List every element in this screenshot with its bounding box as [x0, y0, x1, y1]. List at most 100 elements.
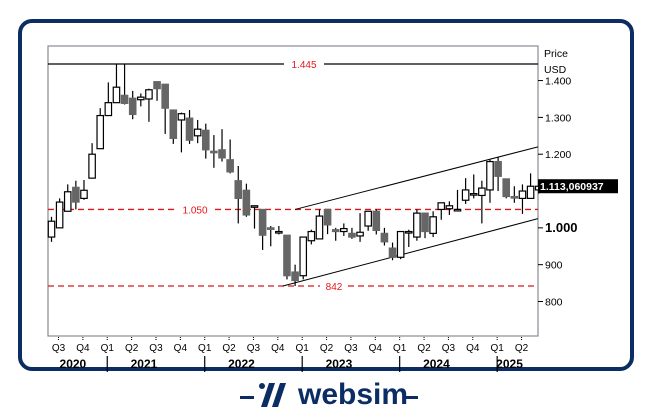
- x-quarter-label: Q2: [222, 343, 236, 354]
- level-label: 1.050: [182, 205, 207, 216]
- x-year-label: 2023: [326, 357, 353, 371]
- x-year-label: 2021: [131, 357, 158, 371]
- level-label: 1.445: [291, 60, 316, 71]
- x-quarter-label: Q2: [125, 343, 139, 354]
- level-label: 842: [326, 282, 343, 293]
- plot-area: [47, 45, 539, 337]
- candle: [437, 202, 446, 211]
- candle: [120, 94, 129, 104]
- x-quarter-label: Q4: [271, 343, 285, 354]
- candle: [340, 227, 348, 233]
- candle: [112, 86, 121, 104]
- x-quarter-label: Q3: [149, 343, 163, 354]
- candle: [161, 83, 169, 109]
- candle: [47, 220, 56, 238]
- candle: [380, 232, 389, 243]
- x-quarter-label: Q3: [442, 343, 456, 354]
- candle: [388, 247, 397, 258]
- y-axis-title: Price: [544, 48, 568, 60]
- level-line-842: 842: [48, 282, 538, 293]
- candle: [372, 210, 381, 232]
- candle: [291, 271, 299, 282]
- candle: [494, 160, 502, 177]
- x-year-label: 2020: [60, 357, 87, 371]
- x-quarter-label: Q3: [52, 343, 66, 354]
- x-quarter-label: Q1: [101, 343, 115, 354]
- x-quarter-label: Q4: [76, 343, 90, 354]
- candle: [404, 230, 413, 234]
- x-quarter-label: Q1: [393, 343, 407, 354]
- candle: [210, 150, 218, 154]
- y-tick-label: 1.300: [545, 112, 571, 124]
- current-price-label: 1.113,060937: [540, 181, 604, 193]
- candle: [486, 160, 494, 191]
- candle: [234, 180, 243, 199]
- candle: [96, 114, 105, 150]
- channel-lower-line: [282, 218, 539, 287]
- x-quarter-label: Q4: [369, 343, 383, 354]
- x-quarter-label: Q2: [515, 343, 529, 354]
- candle: [88, 153, 96, 179]
- candle: [299, 236, 308, 277]
- candle: [396, 230, 405, 258]
- y-tick-label: 1.400: [545, 76, 571, 88]
- x-quarter-label: Q2: [320, 343, 334, 354]
- candle: [275, 230, 283, 234]
- candle: [193, 128, 202, 137]
- brand-name: websim: [298, 378, 409, 411]
- x-quarter-label: Q3: [344, 343, 358, 354]
- candle: [315, 215, 324, 240]
- x-year-label: 2022: [228, 357, 255, 371]
- candle: [226, 159, 234, 173]
- y-tick-label: 800: [545, 296, 563, 308]
- current-price-tag: [538, 179, 618, 194]
- x-year-label: 2025: [496, 357, 523, 371]
- candle: [201, 129, 210, 151]
- candle: [137, 96, 145, 101]
- candle: [250, 205, 259, 208]
- candle: [429, 216, 437, 234]
- candle: [218, 149, 226, 159]
- candle: [104, 102, 113, 117]
- logo-left-rule: [240, 396, 254, 399]
- brand-footer: websim: [0, 374, 658, 416]
- x-quarter-label: Q2: [417, 343, 431, 354]
- candle: [356, 231, 364, 237]
- x-quarter-label: Q1: [490, 343, 504, 354]
- candle: [283, 234, 291, 277]
- candle: [185, 117, 194, 141]
- x-quarter-label: Q1: [296, 343, 310, 354]
- y-tick-label: 1.000: [545, 220, 578, 235]
- candle: [348, 232, 356, 238]
- candle: [72, 186, 80, 203]
- logo-right-rule: [404, 396, 418, 399]
- x-axis: Q3 Q4 Q1 Q2 Q3 Q4 Q1 Q2 Q3 Q4 Q1 Q2 Q3 Q4 Q1 Q2 Q3 Q4 Q1 Q2…: [52, 337, 529, 372]
- candle: [55, 201, 64, 229]
- candle: [307, 230, 316, 242]
- candle: [323, 208, 332, 226]
- y-tick-label: 1.200: [545, 149, 571, 161]
- candle: [510, 195, 519, 199]
- candle: [63, 191, 72, 212]
- candle: [461, 189, 470, 201]
- candle: [169, 109, 178, 139]
- candle: [80, 189, 88, 199]
- candle: [478, 187, 486, 197]
- level-line-1.445: 1.445: [48, 60, 538, 71]
- candle: [331, 229, 340, 233]
- x-quarter-label: Q3: [247, 343, 261, 354]
- candle: [518, 190, 527, 199]
- candle: [364, 210, 372, 227]
- candle: [526, 185, 535, 199]
- candle: [145, 89, 153, 100]
- candle: [128, 97, 137, 116]
- websim-logo-icon: [259, 383, 286, 407]
- x-quarter-label: Q4: [466, 343, 480, 354]
- candle: [502, 178, 511, 198]
- x-quarter-label: Q1: [198, 343, 212, 354]
- candle: [413, 212, 421, 238]
- candle: [177, 113, 186, 121]
- candle: [445, 205, 454, 210]
- candle: [469, 193, 478, 196]
